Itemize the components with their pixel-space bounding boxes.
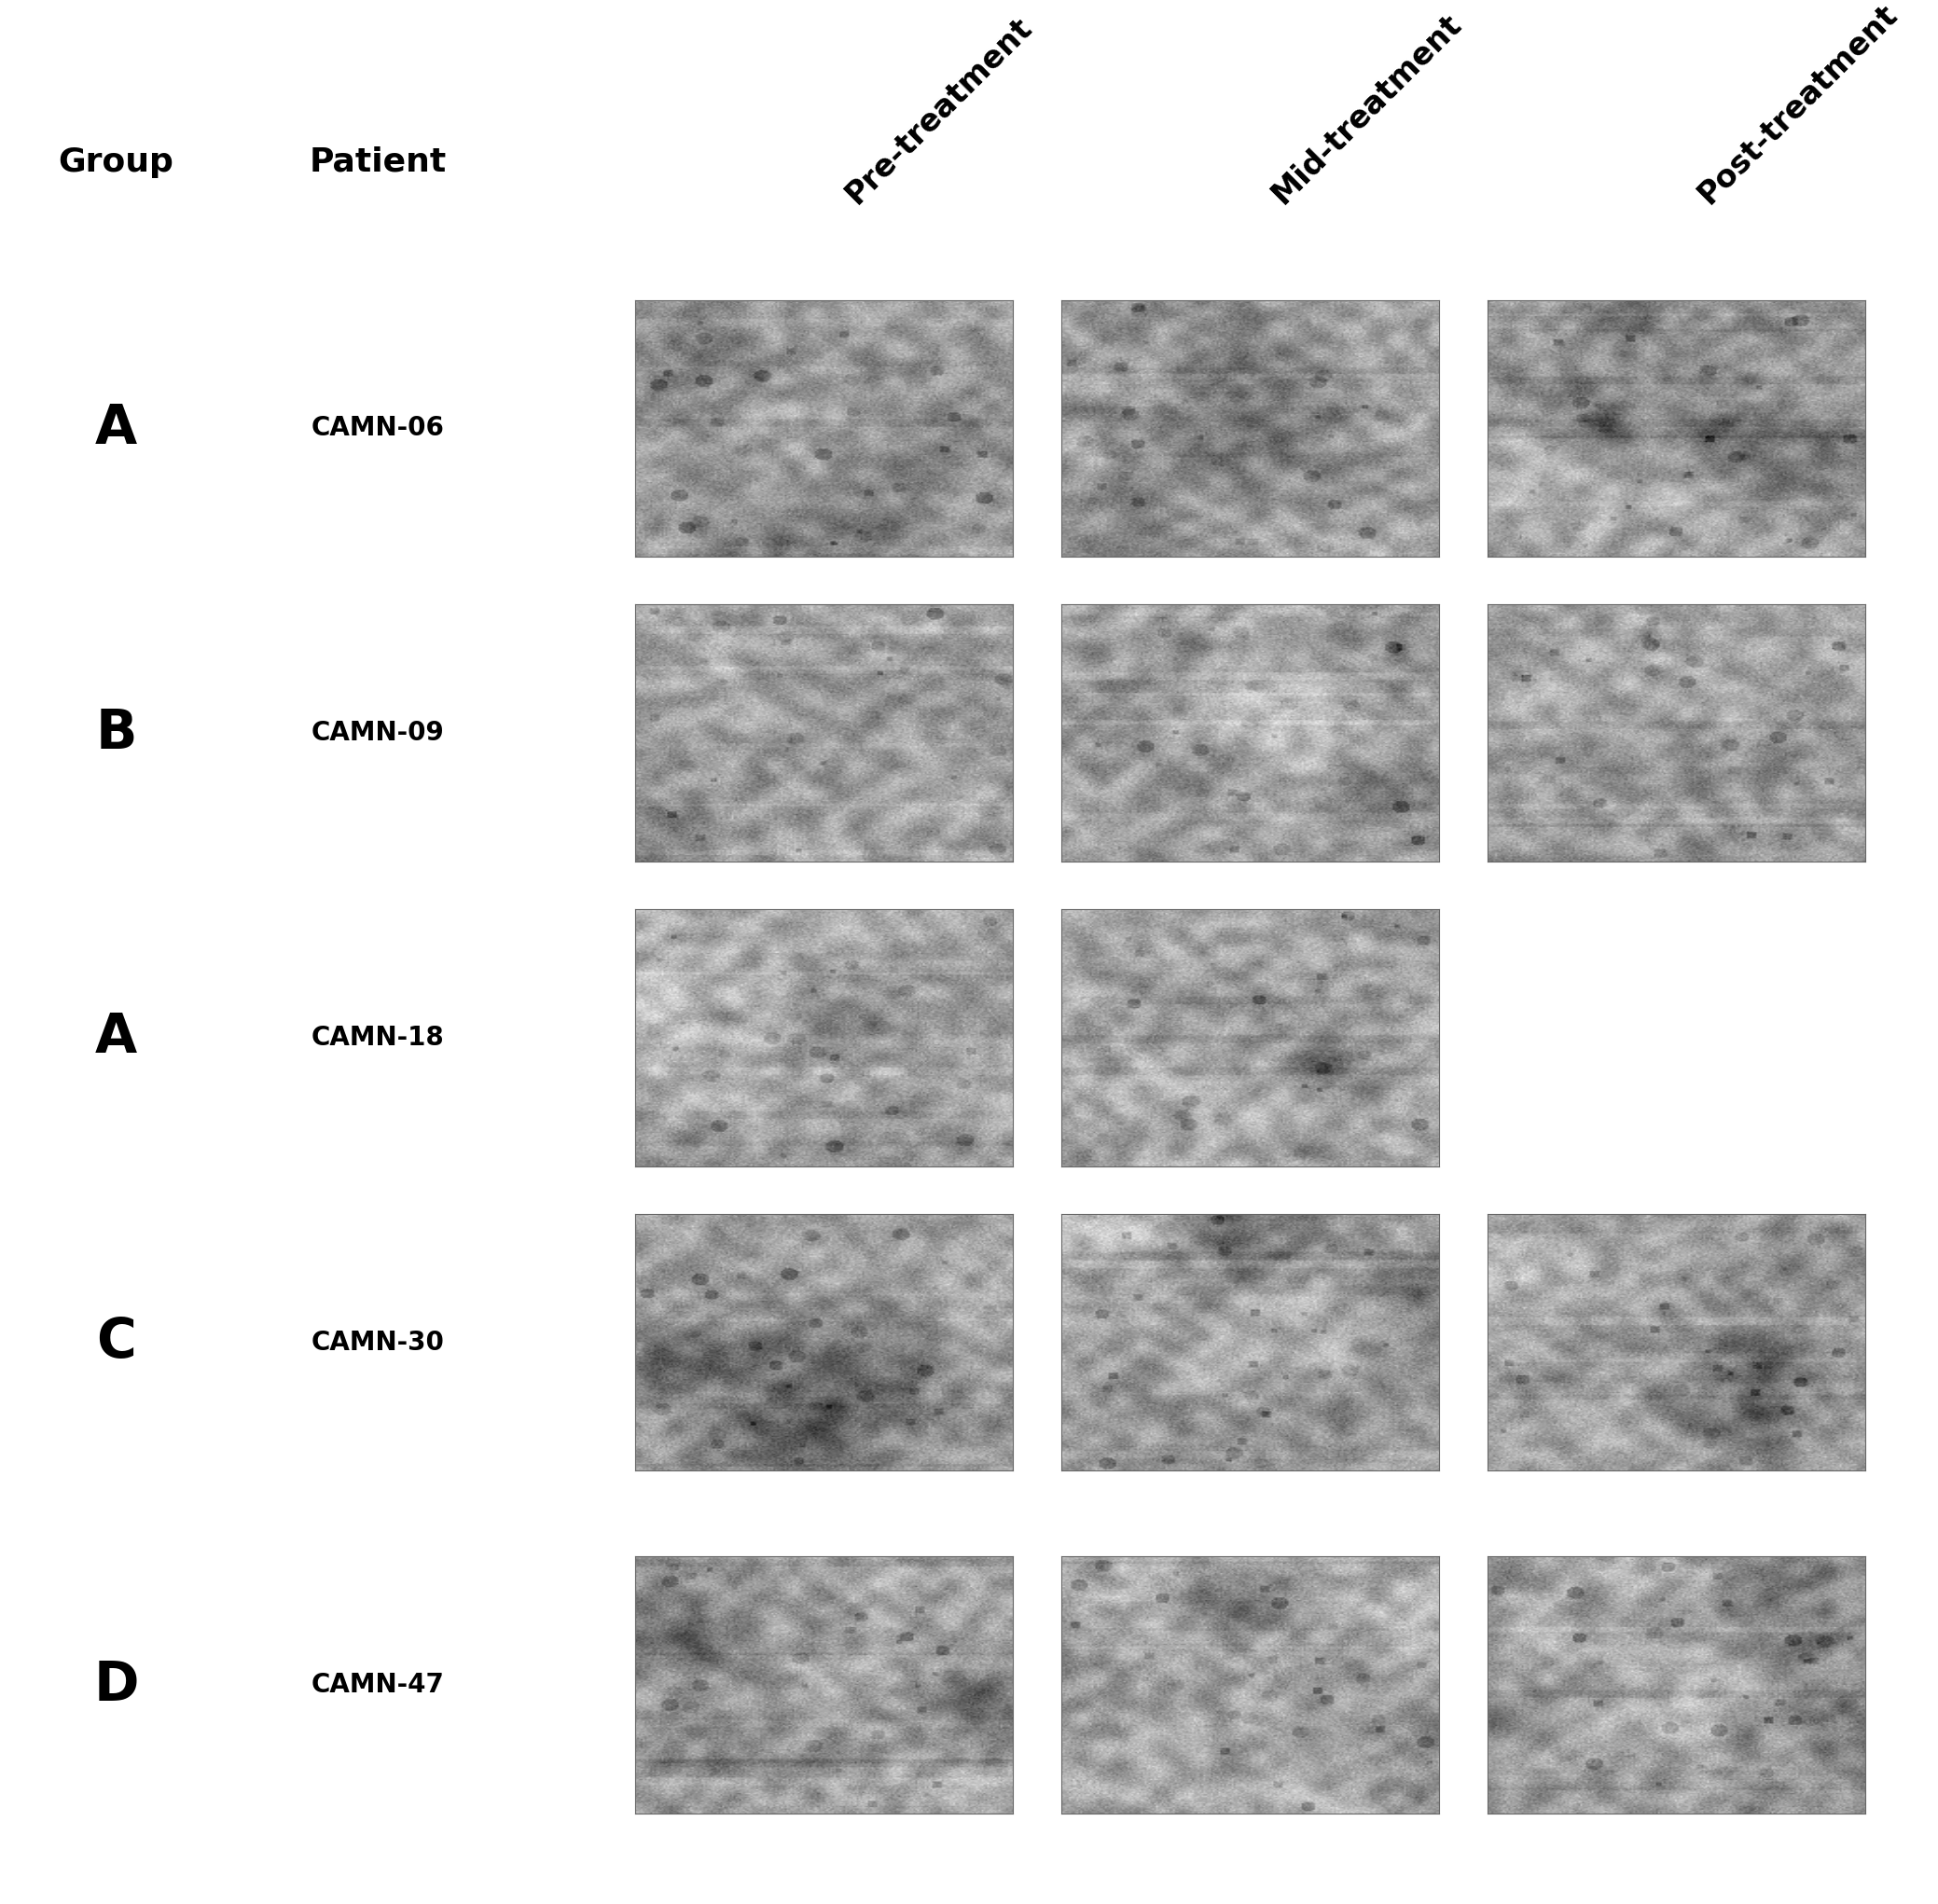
- Text: CAMN-47: CAMN-47: [312, 1672, 444, 1698]
- Text: CAMN-09: CAMN-09: [312, 720, 444, 746]
- Text: Post-treatment: Post-treatment: [1692, 0, 1903, 209]
- Text: A: A: [95, 1011, 138, 1064]
- Text: Mid-treatment: Mid-treatment: [1266, 8, 1467, 209]
- Text: Patient: Patient: [310, 147, 446, 177]
- Text: D: D: [93, 1658, 140, 1712]
- Text: B: B: [95, 706, 138, 760]
- Text: CAMN-30: CAMN-30: [312, 1329, 444, 1356]
- Text: A: A: [95, 402, 138, 455]
- Text: Pre-treatment: Pre-treatment: [839, 11, 1039, 209]
- Text: C: C: [97, 1316, 136, 1369]
- Text: CAMN-06: CAMN-06: [312, 415, 444, 442]
- Text: CAMN-18: CAMN-18: [312, 1024, 444, 1051]
- Text: Group: Group: [58, 147, 174, 177]
